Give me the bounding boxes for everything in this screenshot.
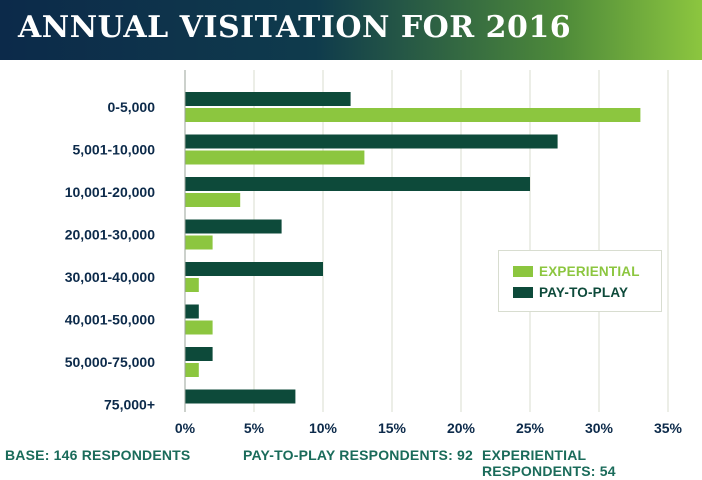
x-tick-label: 0% <box>175 420 196 436</box>
x-tick-label: 30% <box>585 420 614 436</box>
bar-pay-to-play <box>185 177 530 191</box>
footer-base: BASE: 146 RESPONDENTS <box>5 447 191 463</box>
footer-pay-to-play: PAY-TO-PLAY RESPONDENTS: 92 <box>243 447 473 463</box>
legend-item-experiential: EXPERIENTIAL <box>513 263 640 279</box>
bar-experiential <box>185 193 241 207</box>
x-tick-label: 25% <box>516 420 545 436</box>
category-label: 10,001-20,000 <box>65 184 156 200</box>
footer-experiential: EXPERIENTIAL RESPONDENTS: 54 <box>482 447 616 479</box>
x-tick-label: 10% <box>309 420 338 436</box>
title-banner: ANNUAL VISITATION FOR 2016 <box>0 0 702 60</box>
bar-pay-to-play <box>185 389 296 404</box>
bar-pay-to-play <box>185 304 199 319</box>
x-tick-label: 15% <box>378 420 407 436</box>
category-label: 75,000+ <box>104 397 155 413</box>
bar-pay-to-play <box>185 92 351 106</box>
legend-swatch-experiential <box>513 265 533 277</box>
chart-title: ANNUAL VISITATION FOR 2016 <box>18 10 572 45</box>
x-tick-label: 20% <box>447 420 476 436</box>
legend: EXPERIENTIAL PAY-TO-PLAY <box>498 250 662 312</box>
bar-experiential <box>185 278 199 292</box>
legend-swatch-pay-to-play <box>513 286 533 298</box>
category-label: 5,001-10,000 <box>72 142 155 158</box>
bar-experiential <box>185 235 213 250</box>
category-label: 40,001-50,000 <box>65 312 156 328</box>
bar-experiential <box>185 363 199 377</box>
legend-label-experiential: EXPERIENTIAL <box>539 263 640 279</box>
bar-experiential <box>185 320 213 335</box>
bar-pay-to-play <box>185 219 282 234</box>
legend-item-pay-to-play: PAY-TO-PLAY <box>513 284 628 300</box>
legend-label-pay-to-play: PAY-TO-PLAY <box>539 284 629 300</box>
bar-experiential <box>185 150 365 165</box>
category-label: 0-5,000 <box>108 99 156 115</box>
bar-pay-to-play <box>185 134 558 149</box>
category-label: 20,001-30,000 <box>65 227 156 243</box>
bar-pay-to-play <box>185 262 323 276</box>
x-tick-label: 5% <box>244 420 265 436</box>
bar-pay-to-play <box>185 347 213 361</box>
x-tick-label: 35% <box>654 420 683 436</box>
category-label: 50,000-75,000 <box>65 354 156 370</box>
category-label: 30,001-40,000 <box>65 269 156 285</box>
bar-experiential <box>185 108 641 122</box>
